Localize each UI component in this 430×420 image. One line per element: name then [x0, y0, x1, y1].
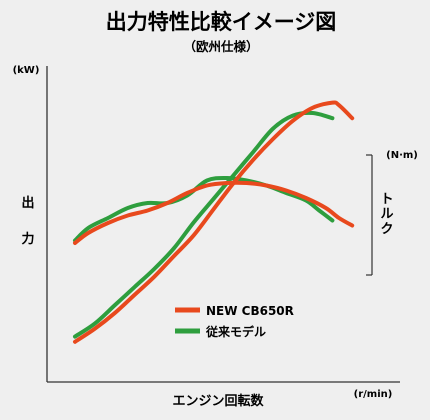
left-axis-unit: (kW)	[13, 65, 40, 76]
chart-subtitle: （欧州仕様）	[183, 39, 258, 54]
legend-label: NEW CB650R	[206, 304, 294, 318]
right-axis-label-char: ク	[380, 222, 393, 237]
left-axis-label-char: 力	[21, 231, 34, 247]
previous-model-torque-line	[73, 175, 335, 243]
new-cb650r-torque-line	[73, 180, 355, 245]
x-axis-unit: (r/min)	[354, 389, 393, 400]
x-axis-label: エンジン回転数	[172, 393, 264, 409]
new-cb650r-power-line	[73, 100, 355, 344]
left-axis-label-char: 出	[21, 195, 34, 211]
chart-title: 出力特性比較イメージ図	[106, 10, 337, 34]
series-curves	[73, 100, 355, 344]
right-axis-unit: (N·m)	[386, 150, 418, 161]
previous-model-power-line	[73, 110, 335, 339]
right-axis-label-char: ト	[380, 192, 393, 207]
right-axis-label-char: ル	[380, 207, 393, 222]
legend-label: 従来モデル	[205, 324, 266, 339]
